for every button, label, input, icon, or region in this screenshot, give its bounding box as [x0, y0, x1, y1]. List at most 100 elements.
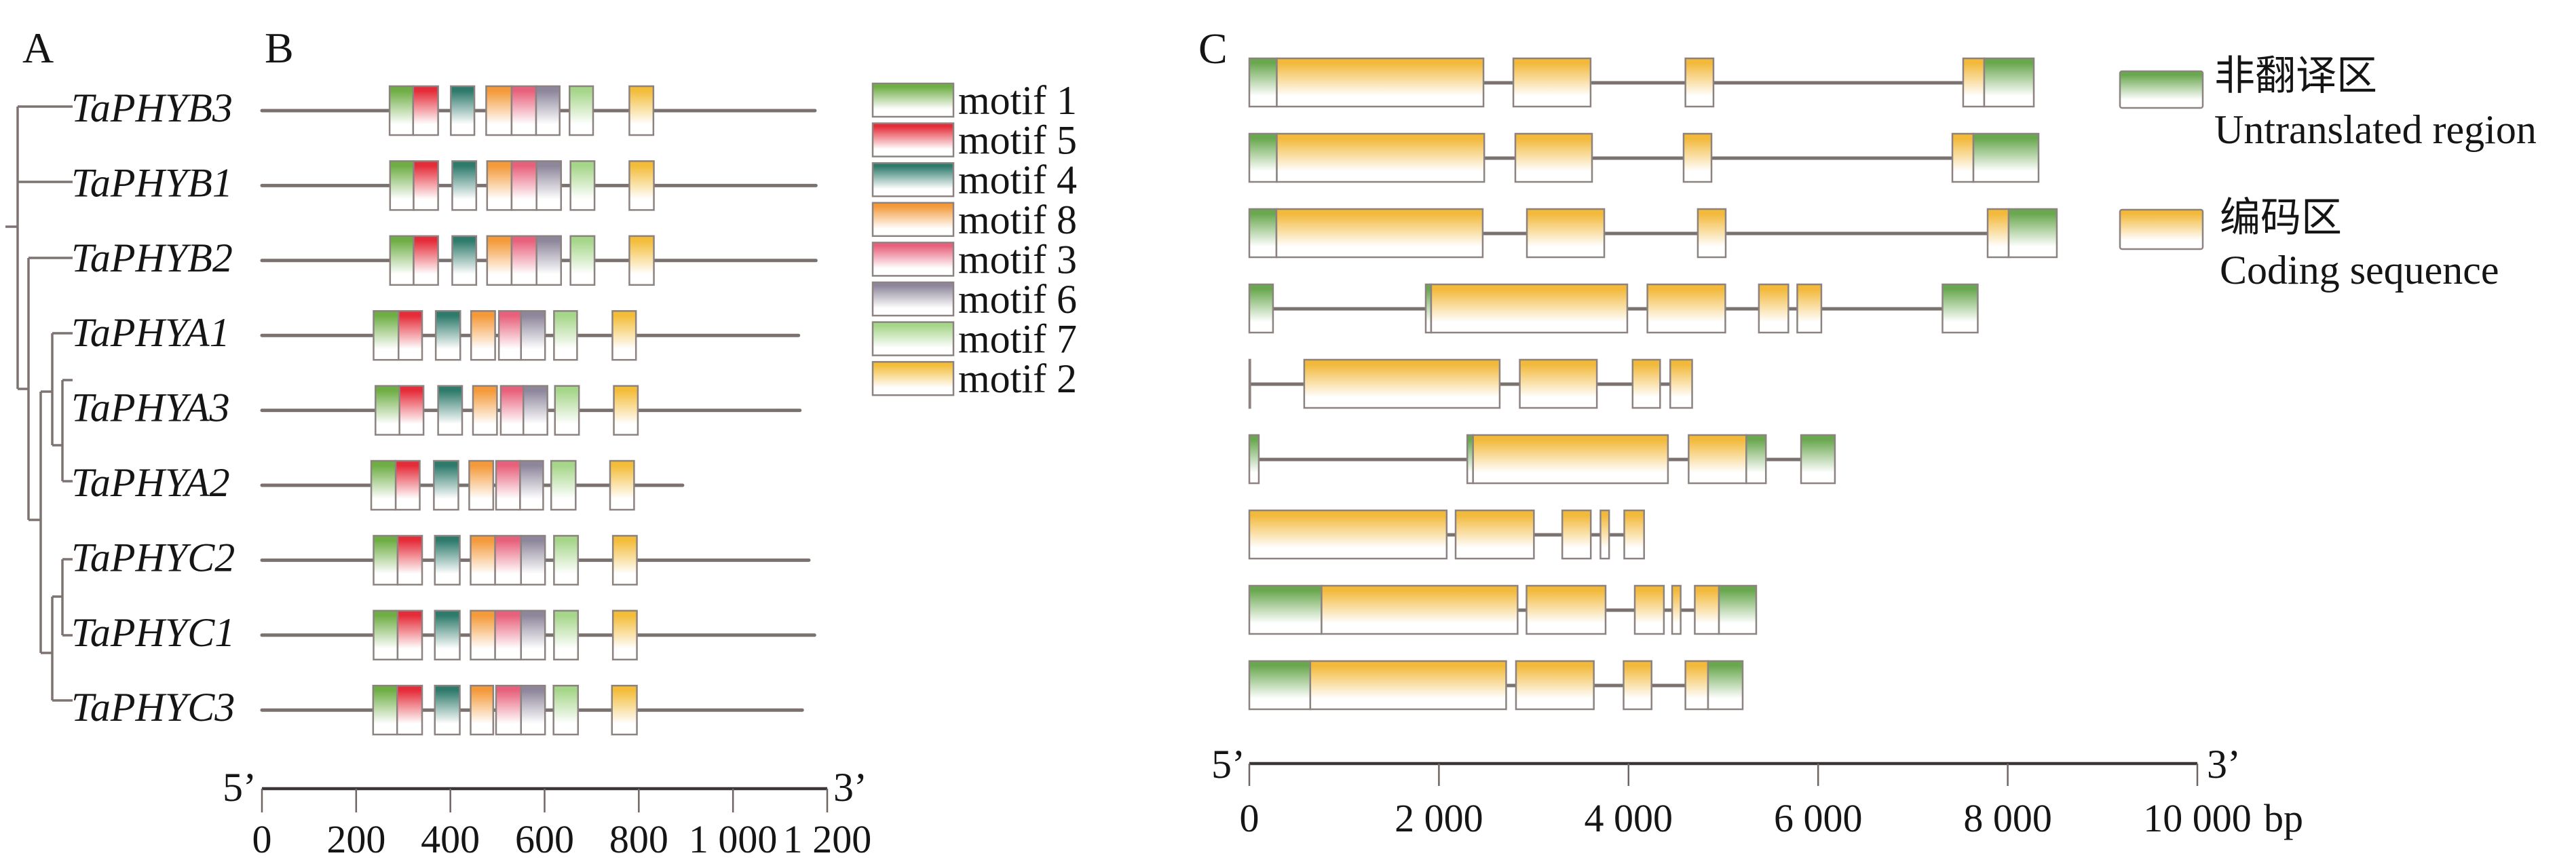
gene-structure-axis: 0 2 000 4 000 6 000 8 000 10 000 bp 5’ 3’ [1211, 742, 2303, 840]
gene-structure-row [1248, 584, 1758, 635]
motif-box [396, 609, 423, 661]
motif-legend-item: motif 5 [871, 118, 1077, 163]
utr-box [1983, 57, 2035, 108]
motif-box [523, 385, 548, 436]
motif-legend-item: motif 3 [871, 237, 1077, 282]
motif-legend-swatch [871, 360, 955, 396]
motif-legend-label: motif 1 [958, 78, 1077, 123]
motif-box [497, 309, 523, 361]
cds-box [1671, 584, 1682, 635]
motif-box [611, 309, 637, 361]
cds-box [1303, 358, 1501, 409]
motif-legend-label: motif 2 [958, 356, 1077, 401]
motif-row [260, 85, 817, 136]
motif-legend-item: motif 4 [871, 157, 1077, 202]
motif-box [550, 459, 577, 511]
gene-legend-label-en: Coding sequence [2220, 248, 2499, 293]
motif-legend-label: motif 7 [958, 317, 1077, 362]
motif-legend-item: motif 6 [871, 277, 1077, 322]
cds-box [1623, 660, 1652, 711]
utr-box [1248, 584, 1323, 635]
utr-box [1745, 434, 1767, 485]
motif-axis: 0 200 400 600 800 1 000 1 200 5’ 3’ [223, 765, 871, 861]
utr-box [1800, 434, 1836, 485]
five-prime-label: 5’ [223, 765, 257, 810]
gene-name-label: TaPHYA2 [71, 460, 230, 505]
gene-legend-label-cn: 编码区 [2220, 195, 2342, 240]
gene-structure-row [1248, 208, 2058, 259]
x-axis-unit: bp [2264, 796, 2303, 840]
motif-box [451, 235, 478, 286]
gene-legend-swatch [2119, 70, 2204, 109]
utr-box [1466, 434, 1474, 485]
utr-box [1248, 132, 1278, 183]
gene-name-label: TaPHYB1 [71, 160, 233, 205]
motif-box [434, 309, 461, 361]
motif-box [472, 385, 498, 436]
cds-box [1515, 660, 1595, 711]
motif-box [569, 235, 596, 286]
motif-box [450, 85, 476, 136]
gene-structure-legend: 非翻译区 Untranslated region 编码区 Coding sequenc… [2119, 54, 2537, 293]
motif-row [260, 160, 818, 211]
motif-legend-swatch [871, 122, 955, 157]
motif-box [373, 609, 399, 661]
motif-box [611, 535, 638, 586]
motif-box [470, 309, 496, 361]
motif-box [553, 309, 578, 361]
motif-box [510, 85, 537, 136]
motif-legend-label: motif 5 [958, 118, 1077, 163]
gene-legend-label-en: Untranslated region [2214, 107, 2537, 152]
utr-box [1972, 132, 2040, 183]
phylogenetic-tree [5, 105, 73, 702]
motif-box [433, 459, 459, 511]
cds-box [1694, 584, 1720, 635]
motif-box [372, 684, 398, 736]
x-tick-label: 200 [326, 817, 385, 861]
motif-box [510, 160, 537, 211]
x-tick-label: 600 [515, 817, 574, 861]
motif-row [260, 609, 816, 661]
cds-box [1276, 132, 1485, 183]
cds-box [1248, 509, 1448, 560]
cds-box [1519, 358, 1598, 409]
motif-row [260, 385, 802, 436]
cds-box [1514, 132, 1593, 183]
three-prime-label: 3’ [833, 765, 867, 810]
gene-name-labels: TaPHYB3 TaPHYB1 TaPHYB2 TaPHYA1 TaPHYA3 TaPHY… [71, 86, 235, 730]
gene-legend-item: 非翻译区 Untranslated region [2119, 54, 2537, 152]
gene-name-label: TaPHYA3 [71, 386, 230, 430]
cds-box [1684, 660, 1709, 711]
x-tick-label: 0 [1240, 796, 1259, 840]
motif-legend-label: motif 3 [958, 237, 1077, 282]
motif-box [470, 535, 496, 586]
cds-box [1561, 509, 1592, 560]
x-tick-label: 4 000 [1585, 796, 1673, 840]
motif-box [520, 309, 546, 361]
motif-box [519, 459, 544, 511]
motif-box [486, 235, 513, 286]
gene-legend-swatch [2119, 208, 2204, 250]
motif-legend-swatch [871, 321, 955, 356]
motif-box [520, 684, 546, 736]
utr-box [1942, 283, 1979, 334]
cds-box [1276, 57, 1485, 108]
cds-box [1669, 358, 1693, 409]
motif-box [499, 385, 525, 436]
motif-box [413, 160, 439, 211]
motif-box [494, 535, 523, 586]
motif-legend-item: motif 1 [871, 78, 1077, 123]
cds-box [1646, 283, 1726, 334]
gene-structure-row [1248, 132, 2040, 183]
motif-legend-swatch [871, 281, 955, 317]
utr-box [1248, 57, 1278, 108]
motif-box [370, 459, 397, 511]
motif-box [535, 160, 563, 211]
utr-box [1248, 208, 1278, 259]
gene-name-label: TaPHYC1 [71, 610, 235, 655]
x-tick-label: 8 000 [1963, 796, 2052, 840]
motif-legend-item: motif 7 [871, 317, 1077, 362]
five-prime-label: 5’ [1211, 742, 1245, 787]
motif-row [260, 309, 801, 361]
motif-legend-swatch [871, 162, 955, 198]
